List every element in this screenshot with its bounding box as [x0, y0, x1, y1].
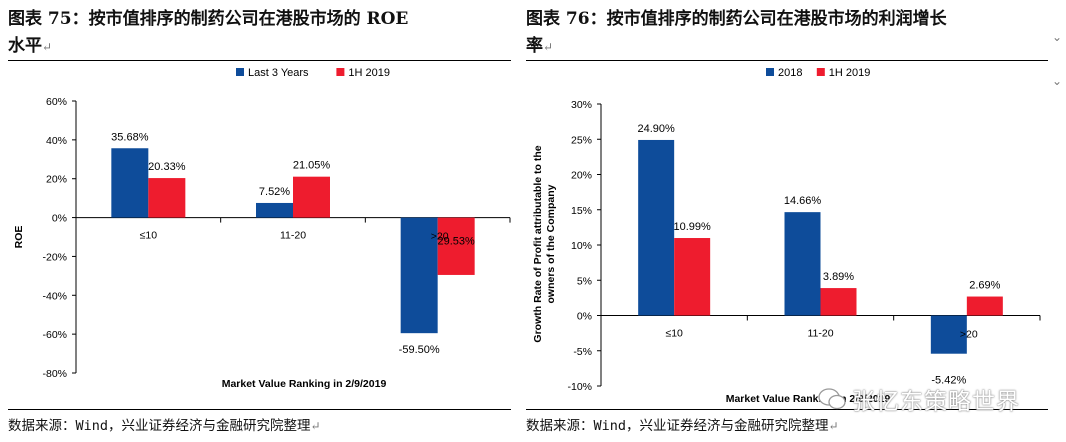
- right-y-tick-label: 20%: [571, 170, 592, 182]
- right-y-axis-title-line2: owners of the Company: [545, 184, 557, 303]
- right-data-label: 24.90%: [638, 123, 676, 135]
- right-legend-swatch: [816, 68, 825, 76]
- left-y-tick-label: 40%: [46, 135, 67, 147]
- paragraph-mark-icon: ⌄: [1052, 30, 1063, 44]
- left-y-axis-title: ROE: [13, 226, 25, 249]
- left-data-label: 21.05%: [293, 160, 331, 172]
- right-y-tick-label: 30%: [571, 99, 592, 111]
- left-data-label: 35.68%: [111, 131, 149, 143]
- right-data-label: 10.99%: [674, 221, 712, 233]
- right-y-tick-label: 10%: [571, 240, 592, 252]
- left-legend-label: Last 3 Years: [248, 67, 309, 79]
- right-data-label: 3.89%: [823, 271, 854, 283]
- right-y-tick-label: 5%: [577, 275, 592, 287]
- left-source-divider: [8, 409, 511, 410]
- paragraph-mark-icon: ⌄: [1052, 74, 1063, 88]
- left-legend-swatch: [336, 68, 345, 76]
- left-title-line2: 水平: [8, 36, 42, 56]
- left-bar-1h-2019: [293, 176, 330, 218]
- right-legend-label: 1H 2019: [829, 67, 871, 79]
- right-bar-2018: [784, 212, 821, 316]
- right-y-tick-label: -10%: [567, 381, 592, 393]
- right-y-tick-label: 15%: [571, 205, 592, 217]
- right-data-label: -5.42%: [931, 375, 966, 387]
- right-bar-1h-2019: [820, 288, 857, 316]
- paragraph-mark-icon: ↵: [42, 40, 53, 54]
- right-bar-1h-2019: [674, 238, 711, 316]
- right-source-divider: [526, 409, 1048, 410]
- left-data-label: 29.53%: [438, 236, 476, 248]
- right-data-label: 14.66%: [784, 195, 822, 207]
- left-y-tick-label: 0%: [52, 213, 67, 225]
- left-bar-chart: 60% 40% 20% 0% -20% -40% -60% -80% 35.68% 20.33% ≤…: [13, 67, 511, 390]
- right-y-tick-label: 25%: [571, 134, 592, 146]
- left-data-label: -59.50%: [399, 344, 440, 356]
- left-bar-1h-2019: [148, 178, 186, 218]
- left-source-text: 数据来源：Wind，兴业证券经济与金融研究院整理: [8, 418, 311, 434]
- right-bar-1h-2019: [966, 296, 1003, 316]
- right-y-tick-label: 0%: [577, 311, 592, 323]
- left-category-label: 11-20: [280, 230, 306, 242]
- left-legend-label: 1H 2019: [348, 67, 390, 79]
- left-bar-last-3-years: [400, 217, 438, 334]
- right-chart-title: 图表 76：按市值排序的制药公司在港股市场的利润增长 率↵: [526, 6, 947, 61]
- right-bar-2018: [638, 139, 675, 316]
- left-x-axis-title: Market Value Ranking in 2/9/2019: [222, 378, 387, 390]
- right-data-label: 2.69%: [969, 280, 1000, 292]
- paragraph-mark-icon: ↵: [310, 419, 321, 433]
- left-y-tick-label: -20%: [42, 251, 67, 263]
- left-category-label: >20: [431, 231, 449, 243]
- right-bar-2018: [930, 315, 967, 354]
- right-category-label: 11-20: [807, 328, 833, 340]
- right-category-label: >20: [960, 329, 978, 341]
- paragraph-mark-icon: ↵: [828, 419, 839, 433]
- right-legend-label: 2018: [778, 67, 802, 79]
- right-y-tick-label: -5%: [573, 346, 592, 358]
- left-source-note: 数据来源：Wind，兴业证券经济与金融研究院整理↵: [8, 414, 321, 434]
- left-y-tick-label: 20%: [46, 174, 67, 186]
- right-source-text: 数据来源：Wind，兴业证券经济与金融研究院整理: [526, 418, 829, 434]
- left-legend-swatch: [236, 68, 244, 76]
- left-data-label: 20.33%: [148, 161, 186, 173]
- watermark: 张忆东策略世界: [852, 389, 1020, 415]
- right-legend-swatch: [766, 68, 774, 76]
- left-y-tick-label: -60%: [42, 329, 67, 341]
- right-y-axis-title-line1: Growth Rate of Profit attributable to th…: [532, 145, 544, 342]
- left-bar-last-3-years: [111, 148, 149, 218]
- left-title-line1: 图表 75：按市值排序的制药公司在港股市场的 ROE: [8, 9, 409, 29]
- right-title-line1: 图表 76：按市值排序的制药公司在港股市场的利润增长: [526, 9, 947, 29]
- left-category-label: ≤10: [140, 230, 158, 242]
- left-title-divider: [8, 60, 511, 61]
- right-title-line2: 率: [526, 36, 543, 56]
- left-y-tick-label: 60%: [46, 96, 67, 108]
- left-y-tick-label: -80%: [42, 368, 67, 380]
- paragraph-mark-icon: ↵: [543, 40, 554, 54]
- left-bar-last-3-years: [256, 202, 293, 218]
- left-chart-title: 图表 75：按市值排序的制药公司在港股市场的 ROE 水平↵: [8, 6, 408, 61]
- right-title-divider: [526, 60, 1048, 61]
- right-bar-chart: 30% 25% 20% 15% 10% 5% 0% -5% -10% 24.90% 10.99% ≤1…: [532, 67, 1041, 405]
- left-y-tick-label: -40%: [42, 290, 67, 302]
- right-category-label: ≤10: [665, 328, 683, 340]
- right-source-note: 数据来源：Wind，兴业证券经济与金融研究院整理↵: [526, 414, 839, 434]
- left-bar-1h-2019: [437, 217, 475, 275]
- left-data-label: 7.52%: [259, 186, 290, 198]
- wechat-icon: [818, 388, 846, 410]
- right-x-axis-title: Market Value Ranking in 2/9/2019: [726, 393, 891, 405]
